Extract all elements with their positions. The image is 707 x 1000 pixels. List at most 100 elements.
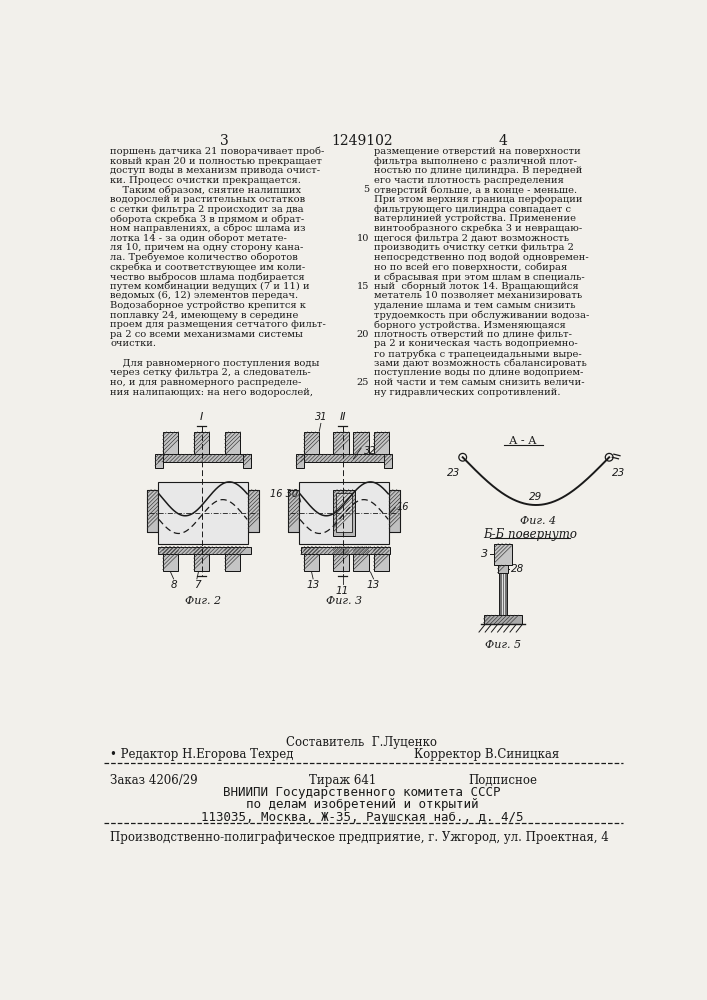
Text: Фиг. 2: Фиг. 2 <box>185 596 221 606</box>
Text: 23: 23 <box>612 468 625 478</box>
Text: ный  сборный лоток 14. Вращающийся: ный сборный лоток 14. Вращающийся <box>373 282 578 291</box>
Bar <box>333 490 355 536</box>
Text: поступление воды по длине водоприем-: поступление воды по длине водоприем- <box>373 368 583 377</box>
Text: ном направлениях, а сброс шлама из: ном направлениях, а сброс шлама из <box>110 224 305 233</box>
Bar <box>158 482 248 544</box>
Text: Производственно-полиграфическое предприятие, г. Ужгород, ул. Проектная, 4: Производственно-полиграфическое предприя… <box>110 831 609 844</box>
Bar <box>304 547 320 571</box>
Bar <box>296 454 304 468</box>
Bar <box>299 482 389 544</box>
Text: удаление шлама и тем самым снизить: удаление шлама и тем самым снизить <box>373 301 575 310</box>
Text: ной части и тем самым снизить величи-: ной части и тем самым снизить величи- <box>373 378 584 387</box>
Bar <box>499 573 507 615</box>
Text: чество выбросов шлама подбирается: чество выбросов шлама подбирается <box>110 272 305 282</box>
Bar <box>484 615 522 624</box>
Text: щегося фильтра 2 дают возможность: щегося фильтра 2 дают возможность <box>373 234 568 243</box>
Text: 13: 13 <box>307 580 320 590</box>
Text: ра 2 со всеми механизмами системы: ра 2 со всеми механизмами системы <box>110 330 303 339</box>
Bar <box>333 432 349 456</box>
Text: фильтра выполнено с различной плот-: фильтра выполнено с различной плот- <box>373 157 577 166</box>
Text: по делам изобретений и открытий: по делам изобретений и открытий <box>246 798 478 811</box>
Bar <box>158 454 251 462</box>
Bar <box>163 432 178 456</box>
Bar <box>155 454 163 468</box>
Text: непосредственно под водой одновремен-: непосредственно под водой одновремен- <box>373 253 588 262</box>
Text: 28: 28 <box>510 564 524 574</box>
Text: скребка и соответствующее им коли-: скребка и соответствующее им коли- <box>110 262 305 272</box>
Text: Фиг. 5: Фиг. 5 <box>485 640 521 650</box>
Text: го патрубка с трапецеидальными выре-: го патрубка с трапецеидальными выре- <box>373 349 581 359</box>
Text: ну гидравлических сопротивлений.: ну гидравлических сопротивлений. <box>373 388 560 397</box>
Text: При этом верхняя граница перфорации: При этом верхняя граница перфорации <box>373 195 582 204</box>
Bar <box>337 493 352 532</box>
Text: Подписное: Подписное <box>468 774 537 787</box>
Text: ностью по длине цилиндра. В передней: ностью по длине цилиндра. В передней <box>373 166 582 175</box>
Bar <box>385 454 392 468</box>
Text: доступ воды в механизм привода очист-: доступ воды в механизм привода очист- <box>110 166 320 175</box>
Text: • Редактор Н.Егорова Техред: • Редактор Н.Егорова Техред <box>110 748 293 761</box>
Text: его части плотность распределения: его части плотность распределения <box>373 176 563 185</box>
Text: 25: 25 <box>356 378 369 387</box>
Text: проем для размещения сетчатого фильт-: проем для размещения сетчатого фильт- <box>110 320 326 329</box>
Text: ватерлинией устройства. Применение: ватерлинией устройства. Применение <box>373 214 575 223</box>
Text: 32: 32 <box>363 446 376 456</box>
Bar <box>147 490 158 532</box>
Text: 23: 23 <box>447 468 460 478</box>
Text: II: II <box>339 412 346 422</box>
Text: 8: 8 <box>170 580 177 590</box>
Bar <box>163 547 178 571</box>
Text: А - А: А - А <box>508 436 536 446</box>
Text: путем комбинации ведущих (7 и 11) и: путем комбинации ведущих (7 и 11) и <box>110 282 310 291</box>
Text: 7: 7 <box>194 580 200 590</box>
Text: винтообразного скребка 3 и невращаю-: винтообразного скребка 3 и невращаю- <box>373 224 582 233</box>
Text: через сетку фильтра 2, а следователь-: через сетку фильтра 2, а следователь- <box>110 368 311 377</box>
Text: Заказ 4206/29: Заказ 4206/29 <box>110 774 198 787</box>
Text: отверстий больше, а в конце - меньше.: отверстий больше, а в конце - меньше. <box>373 185 577 195</box>
Bar <box>225 547 240 571</box>
Text: ковый кран 20 и полностью прекращает: ковый кран 20 и полностью прекращает <box>110 157 322 166</box>
Text: и сбрасывая при этом шлам в специаль-: и сбрасывая при этом шлам в специаль- <box>373 272 584 282</box>
Bar <box>158 547 251 554</box>
Bar <box>498 565 508 573</box>
Text: ния налипающих: на него водорослей,: ния налипающих: на него водорослей, <box>110 388 313 397</box>
Text: Фиг. 4: Фиг. 4 <box>520 516 556 526</box>
Text: плотность отверстий по длине фильт-: плотность отверстий по длине фильт- <box>373 330 571 339</box>
Text: Корректор В.Синицкая: Корректор В.Синицкая <box>414 748 559 761</box>
Text: водорослей и растительных остатков: водорослей и растительных остатков <box>110 195 305 204</box>
Text: 4: 4 <box>498 134 508 148</box>
Text: 1249102: 1249102 <box>331 134 393 148</box>
Bar <box>354 432 369 456</box>
Text: Водозаборное устройство крепится к: Водозаборное устройство крепится к <box>110 301 306 310</box>
Text: размещение отверстий на поверхности: размещение отверстий на поверхности <box>373 147 580 156</box>
Text: с сетки фильтра 2 происходит за два: с сетки фильтра 2 происходит за два <box>110 205 304 214</box>
Bar <box>354 547 369 571</box>
Bar <box>147 490 158 532</box>
Bar <box>373 547 389 571</box>
Text: фильтрующего цилиндра совпадает с: фильтрующего цилиндра совпадает с <box>373 205 571 214</box>
Text: борного устройства. Изменяющаяся: борного устройства. Изменяющаяся <box>373 320 566 330</box>
Bar <box>194 547 209 571</box>
Text: ля 10, причем на одну сторону кана-: ля 10, причем на одну сторону кана- <box>110 243 303 252</box>
Bar <box>288 490 299 532</box>
Text: 29: 29 <box>530 492 542 502</box>
Text: метатель 10 позволяет механизировать: метатель 10 позволяет механизировать <box>373 291 582 300</box>
Bar <box>300 454 390 462</box>
Text: трудоемкость при обслуживании водоза-: трудоемкость при обслуживании водоза- <box>373 311 589 320</box>
Bar <box>194 432 209 456</box>
Text: лотка 14 - за один оборот метате-: лотка 14 - за один оборот метате- <box>110 234 287 243</box>
Text: 3: 3 <box>220 134 228 148</box>
Bar <box>494 544 512 565</box>
Text: 10: 10 <box>356 234 369 243</box>
Text: но, и для равномерного распределе-: но, и для равномерного распределе- <box>110 378 301 387</box>
Text: 16 30: 16 30 <box>269 489 298 499</box>
Text: 11: 11 <box>336 586 349 596</box>
Text: Тираж 641: Тираж 641 <box>309 774 377 787</box>
Text: Для равномерного поступления воды: Для равномерного поступления воды <box>110 359 320 368</box>
Bar <box>225 432 240 456</box>
Bar <box>389 490 400 532</box>
Text: 3: 3 <box>481 549 489 559</box>
Text: 31: 31 <box>315 412 327 422</box>
Text: ки. Процесс очистки прекращается.: ки. Процесс очистки прекращается. <box>110 176 301 185</box>
Text: поплавку 24, имеющему в середине: поплавку 24, имеющему в середине <box>110 311 298 320</box>
Text: Фиг. 3: Фиг. 3 <box>326 596 362 606</box>
